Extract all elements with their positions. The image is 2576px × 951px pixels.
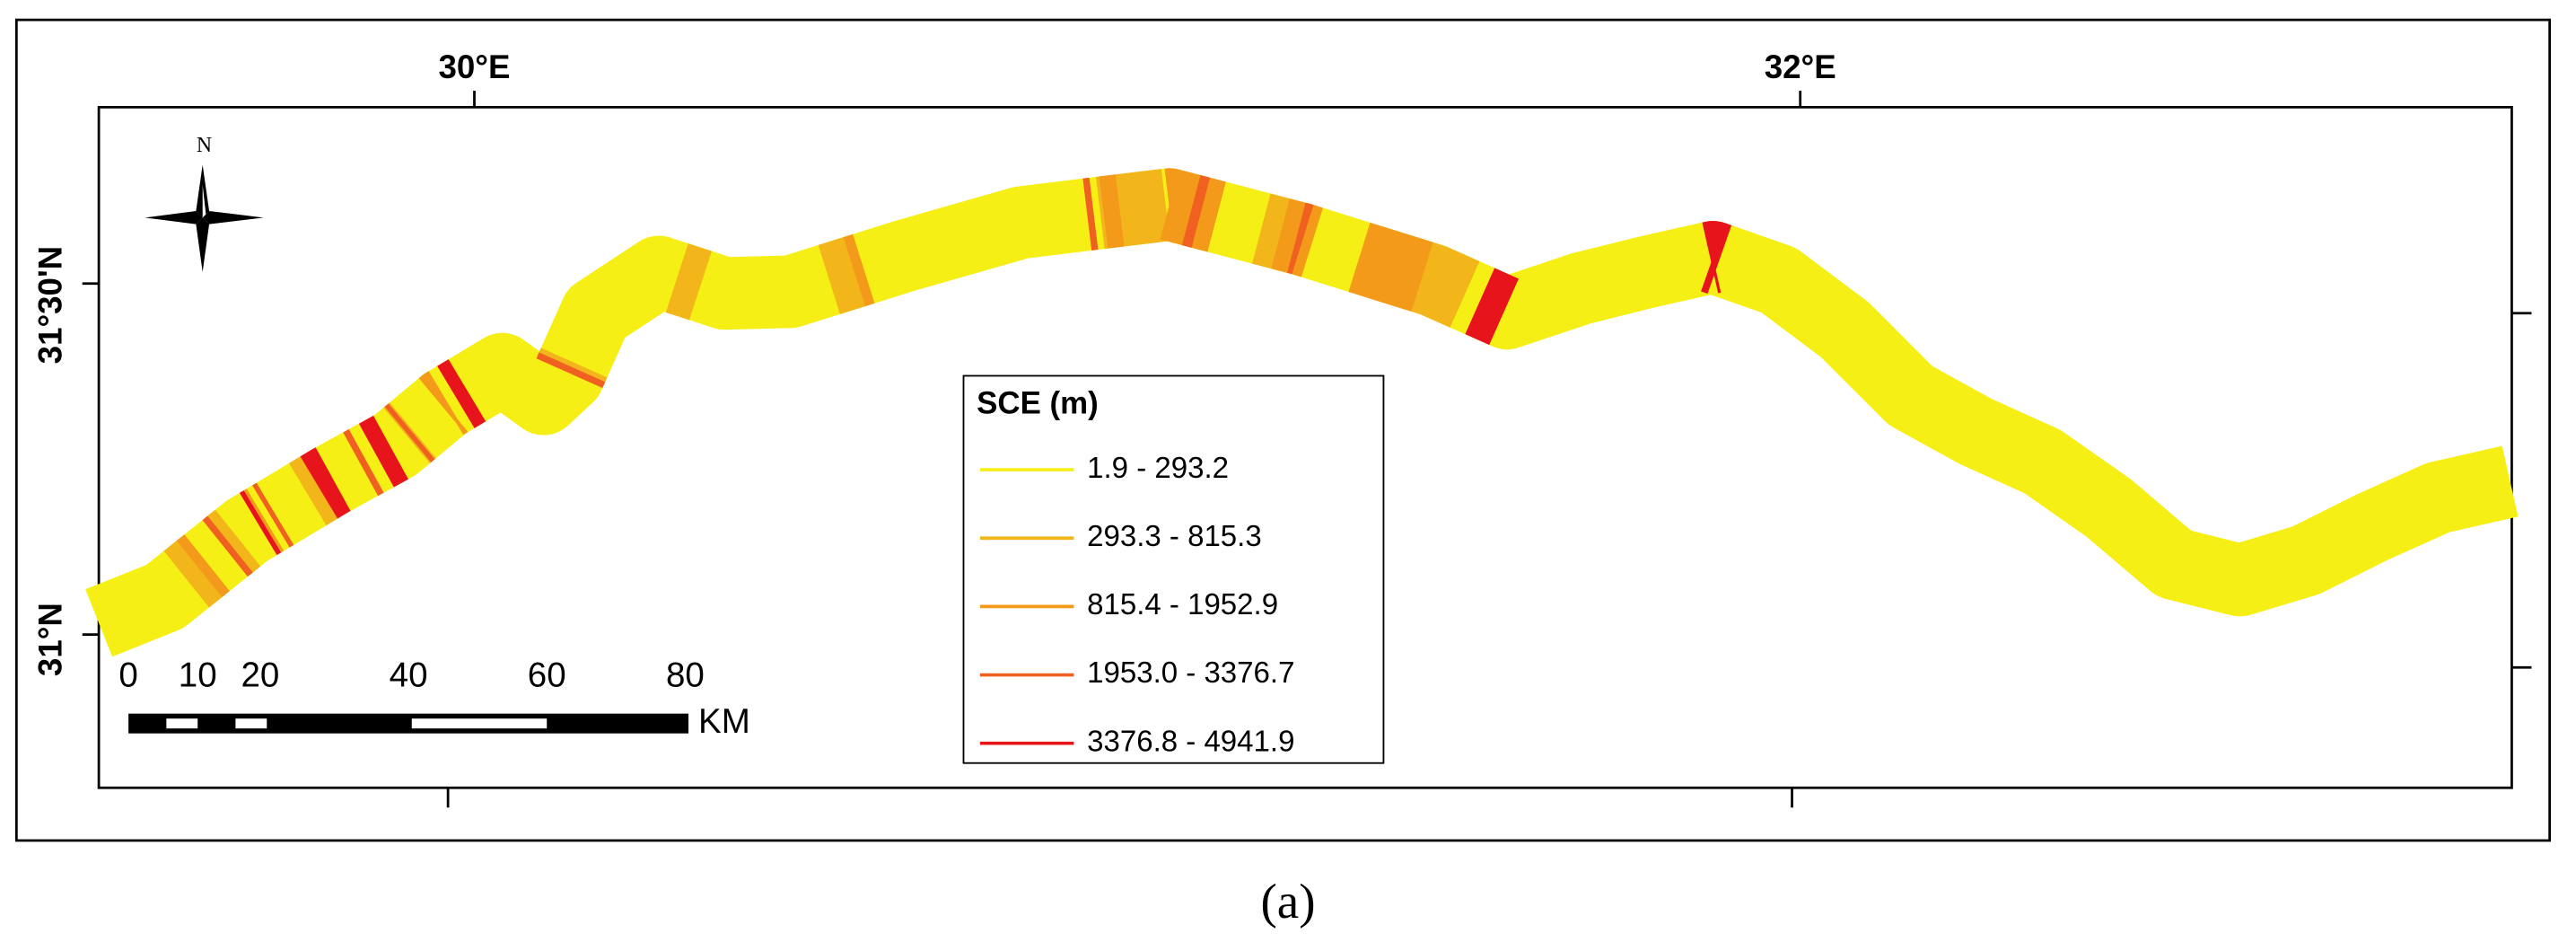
lat-label: 31°N bbox=[31, 603, 68, 676]
river-class-segment bbox=[85, 168, 2519, 657]
scale-label: 80 bbox=[666, 656, 705, 694]
scale-label: 40 bbox=[390, 656, 428, 694]
scale-bar: KM 0 10 20 40 60 80 bbox=[118, 656, 749, 740]
lat-label: 31°30'N bbox=[31, 246, 68, 365]
graticule-ticks bbox=[82, 91, 2532, 808]
legend-box bbox=[962, 374, 1385, 764]
legend: SCE (m) 1.9 - 293.2 293.3 - 815.3 815.4 - … bbox=[962, 374, 1385, 764]
scale-label: 0 bbox=[118, 656, 137, 694]
scale-label: 20 bbox=[241, 656, 280, 694]
river bbox=[85, 168, 2519, 657]
outer-frame bbox=[14, 18, 2552, 842]
legend-title: SCE (m) bbox=[977, 386, 1099, 421]
legend-label: 293.3 - 815.3 bbox=[1087, 519, 1262, 552]
lon-label: 32°E bbox=[1765, 48, 1836, 85]
legend-label: 3376.8 - 4941.9 bbox=[1087, 724, 1294, 757]
legend-label: 1953.0 - 3376.7 bbox=[1087, 656, 1294, 689]
scale-unit: KM bbox=[698, 702, 750, 741]
scale-label: 60 bbox=[528, 656, 566, 694]
legend-label: 1.9 - 293.2 bbox=[1087, 451, 1229, 484]
caption: (a) bbox=[1260, 874, 1315, 929]
scale-label: 10 bbox=[179, 656, 217, 694]
compass-label: N bbox=[197, 134, 212, 157]
lon-label: 30°E bbox=[439, 48, 511, 85]
compass: N bbox=[145, 134, 264, 272]
legend-label: 815.4 - 1952.9 bbox=[1087, 587, 1278, 621]
